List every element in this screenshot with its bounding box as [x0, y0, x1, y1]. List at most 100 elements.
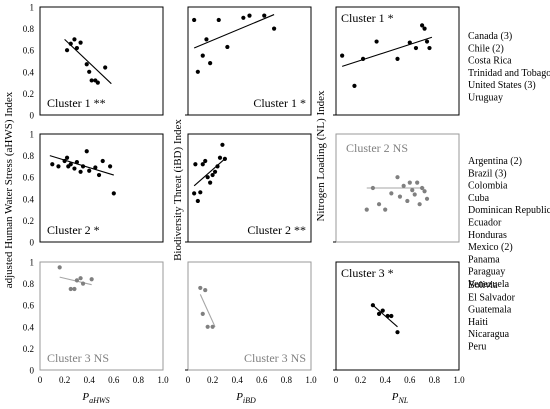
panel-ibd-cluster-3: Cluster 3 NS [187, 261, 312, 371]
cluster-label: Cluster 1 * [341, 11, 394, 25]
data-point [352, 83, 357, 88]
country-list-item: Peru [468, 342, 486, 353]
data-point [407, 180, 412, 185]
country-list-item: Canada (3) [468, 31, 512, 42]
data-point [208, 61, 213, 66]
data-point [198, 190, 203, 195]
x-tick-label: 0.2 [207, 375, 218, 385]
data-point [401, 183, 406, 188]
country-list-item: Dominican Republic [468, 205, 550, 216]
data-point [424, 39, 430, 44]
panel-ahws-cluster-3: Cluster 3 NS [39, 261, 164, 371]
trend-line [64, 39, 112, 85]
data-point [78, 169, 83, 174]
y-tick-label: 0.6 [23, 301, 35, 311]
panel-nl-cluster-1: Cluster 1 * [335, 6, 460, 116]
data-point [374, 39, 379, 44]
data-point [57, 265, 62, 270]
data-point [415, 180, 420, 185]
x-tick-label: 1.0 [453, 375, 465, 385]
cluster-label: Cluster 1 ** [47, 96, 106, 110]
data-point [111, 191, 116, 196]
data-point [74, 45, 79, 51]
country-list-item: Bolivia [468, 280, 498, 291]
x-tick-label: 0.6 [108, 375, 120, 385]
data-point [80, 281, 86, 286]
x-tick-label: 0.8 [281, 375, 293, 385]
country-list-item: Argentina (2) [468, 156, 522, 167]
data-point [193, 162, 198, 167]
data-point [417, 202, 422, 207]
data-point [95, 80, 100, 85]
country-list-item: Colombia [468, 181, 508, 192]
panel-frame [335, 261, 460, 371]
x-tick-label: 0.2 [59, 375, 70, 385]
trend-line [341, 36, 433, 67]
panel-frame [39, 6, 164, 116]
data-point [413, 45, 419, 51]
data-point [64, 48, 70, 53]
data-point [78, 40, 83, 45]
country-list-item: Uruguay [468, 93, 503, 104]
data-point [210, 172, 215, 178]
data-point [272, 26, 277, 31]
x-axis-title-ahws: PaHWS [81, 391, 109, 405]
data-point [72, 166, 77, 171]
data-point [380, 308, 385, 313]
y-tick-label: 0.6 [23, 46, 35, 56]
x-axis-title-nl-main: P [391, 391, 399, 403]
data-point [74, 159, 79, 165]
data-point [205, 175, 210, 180]
data-point [389, 313, 394, 319]
data-point [216, 17, 221, 23]
data-point [205, 324, 210, 329]
data-point [203, 287, 208, 293]
y-axis-title-nl: Nitrogen Loading (NL) Index [315, 90, 327, 222]
country-list-item: Cuba [468, 193, 490, 204]
data-point [222, 156, 227, 161]
cluster-label: Cluster 2 * [47, 223, 100, 237]
data-point [80, 164, 86, 169]
data-point [427, 45, 432, 51]
data-point [389, 191, 394, 196]
data-point [220, 142, 225, 147]
panel-ibd-cluster-1: Cluster 1 * [187, 6, 312, 116]
data-point [87, 69, 92, 74]
x-tick-label: 0.6 [404, 375, 416, 385]
data-point [195, 198, 200, 204]
y-tick-label: 0.2 [23, 216, 34, 226]
data-point [405, 198, 410, 204]
data-point [422, 26, 427, 31]
data-point [68, 286, 73, 292]
country-list-item: United States (3) [468, 80, 536, 91]
data-point [72, 286, 77, 292]
x-tick-label: 0 [334, 375, 339, 385]
data-point [383, 207, 388, 212]
data-point [360, 56, 366, 61]
y-tick-label: 0.2 [23, 89, 34, 99]
data-point [424, 196, 430, 201]
data-point [74, 278, 79, 283]
data-point [203, 158, 208, 164]
data-point [247, 13, 252, 18]
data-point [376, 202, 382, 207]
country-list-item: Honduras [468, 230, 507, 241]
data-point [84, 62, 89, 67]
data-point [204, 37, 209, 42]
data-point [422, 189, 427, 194]
data-point [108, 164, 113, 169]
country-list-item: Nicaragua [468, 329, 510, 340]
country-list-item: Trinidad and Tobago [468, 68, 550, 79]
y-tick-label: 0 [30, 366, 35, 376]
x-tick-label: 0.4 [84, 375, 96, 385]
panel-nl-cluster-3: Cluster 3 * [335, 261, 460, 371]
data-point [87, 168, 92, 173]
x-tick-label: 0.8 [429, 375, 441, 385]
x-axis-title-ibd: PiBD [235, 391, 256, 405]
data-point [395, 175, 400, 180]
x-tick-label: 0.8 [133, 375, 145, 385]
x-axis-title-nl-sub: NL [397, 396, 408, 405]
data-point [395, 56, 400, 61]
panel-ibd-cluster-2: Cluster 2 ** [187, 133, 312, 243]
